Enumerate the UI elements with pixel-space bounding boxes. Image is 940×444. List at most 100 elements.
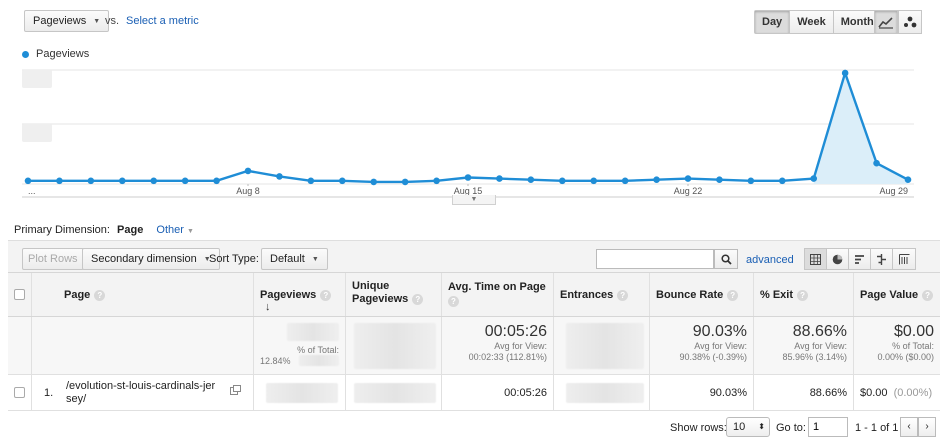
header-avg-time[interactable]: Avg. Time on Page? <box>442 273 554 316</box>
page-range: 1 - 1 of 1 <box>855 422 899 434</box>
sort-type-label: Sort Type: <box>209 253 259 265</box>
secondary-dimension-label: Secondary dimension <box>91 253 197 265</box>
summary-bounce-sub1: Avg for View: <box>694 341 747 351</box>
week-button[interactable]: Week <box>789 11 833 33</box>
metric-selector[interactable]: Pageviews ▼ <box>24 10 110 32</box>
pagination-bar <box>8 410 940 444</box>
data-point <box>558 177 566 185</box>
sort-type-select[interactable]: Default ▼ <box>261 248 328 270</box>
search-icon <box>720 253 732 265</box>
data-point <box>873 159 880 167</box>
summary-page-value-sub2: 0.00% ($0.00) <box>877 352 934 362</box>
advanced-link[interactable]: advanced <box>746 254 794 266</box>
summary-avg-time: 00:05:26 <box>484 323 547 340</box>
data-point <box>118 177 126 185</box>
header-bounce-rate[interactable]: Bounce Rate? <box>650 273 754 316</box>
data-point <box>338 177 346 185</box>
header-unique-pageviews-label: Unique Pageviews <box>352 280 409 305</box>
comparison-view-button[interactable] <box>871 249 893 269</box>
day-button[interactable]: Day <box>755 11 790 33</box>
prev-page-button[interactable]: ‹ <box>900 417 918 437</box>
select-metric-link[interactable]: Select a metric <box>126 15 199 27</box>
next-page-button[interactable]: › <box>918 417 936 437</box>
data-point <box>841 69 849 77</box>
header-page-value[interactable]: Page Value? <box>854 273 940 316</box>
pivot-view-button[interactable] <box>893 249 915 269</box>
data-point <box>24 177 32 185</box>
legend-label: Pageviews <box>36 48 90 60</box>
help-icon[interactable]: ? <box>617 289 629 301</box>
row-page-link[interactable]: /evolution-st-louis-cardinals-jersey/ <box>66 380 216 405</box>
goto-input[interactable] <box>808 417 848 437</box>
summary-avg-time-sub1: Avg for View: <box>494 341 547 351</box>
search-button[interactable] <box>714 249 738 269</box>
data-point <box>904 176 912 183</box>
grid-icon <box>810 253 821 265</box>
help-icon[interactable]: ? <box>320 289 332 301</box>
other-label: Other <box>156 224 184 236</box>
data-point <box>401 178 409 186</box>
table-header-row: Page? Pageviews? ↓ Unique Pageviews? Avg… <box>8 273 940 317</box>
legend-dot-icon <box>22 50 29 58</box>
header-exit[interactable]: % Exit? <box>754 273 854 316</box>
show-rows-select[interactable]: 10 ⬍ <box>726 417 770 437</box>
header-bounce-rate-label: Bounce Rate <box>656 289 724 301</box>
row-avg-time: 00:05:26 <box>442 375 554 410</box>
row-bounce-rate: 90.03% <box>650 375 754 410</box>
performance-view-button[interactable] <box>849 249 871 269</box>
data-point <box>810 175 818 182</box>
x-tick-label: Aug 29 <box>879 186 908 196</box>
summary-page-value: $0.00 <box>893 323 934 340</box>
help-icon[interactable]: ? <box>727 289 739 301</box>
line-chart-button[interactable] <box>874 10 898 34</box>
data-point <box>621 177 629 185</box>
row-page-value-pct: (0.00%) <box>893 387 933 399</box>
help-icon[interactable]: ? <box>94 289 106 301</box>
sort-type-value: Default <box>270 253 305 265</box>
header-page[interactable]: Page? <box>32 273 254 316</box>
x-tick-label: Aug 15 <box>454 186 483 196</box>
table-search-input[interactable] <box>596 249 714 269</box>
series-line-pageviews <box>28 69 909 184</box>
chevron-left-icon: ‹ <box>907 421 911 432</box>
pie-chart-icon <box>832 254 843 264</box>
plot-rows-button[interactable]: Plot Rows <box>22 248 84 270</box>
help-icon[interactable]: ? <box>448 295 459 307</box>
show-rows-value: 10 <box>733 421 746 433</box>
line-chart-icon <box>878 17 893 29</box>
header-unique-pageviews[interactable]: Unique Pageviews? <box>346 273 442 316</box>
data-point <box>150 177 158 185</box>
secondary-dimension-select[interactable]: Secondary dimension ▼ <box>82 248 220 270</box>
data-point <box>56 177 63 185</box>
summary-pageviews-pct-label: % of Total: <box>297 345 339 355</box>
summary-bounce-sub2: 90.38% (-0.39%) <box>679 352 747 362</box>
primary-dimension-label: Primary Dimension: <box>14 224 110 236</box>
header-pageviews[interactable]: Pageviews? ↓ <box>254 273 346 316</box>
motion-chart-button[interactable] <box>898 10 922 34</box>
help-icon[interactable]: ? <box>797 289 809 301</box>
select-all-checkbox[interactable] <box>14 289 25 300</box>
chart-collapse-handle[interactable]: ▼ <box>452 195 496 205</box>
table-view-button[interactable] <box>805 249 827 269</box>
help-icon[interactable]: ? <box>412 293 424 305</box>
data-point <box>276 173 283 180</box>
open-page-icon[interactable] <box>230 385 241 395</box>
data-point <box>527 176 535 183</box>
data-point <box>747 177 755 185</box>
data-point <box>181 177 189 185</box>
summary-pageviews-pct: 12.84% <box>260 356 291 366</box>
data-point <box>213 177 220 185</box>
other-dimension-link[interactable]: Other ▼ <box>156 224 194 236</box>
row-checkbox[interactable] <box>14 387 25 398</box>
help-icon[interactable]: ? <box>922 289 934 301</box>
data-point <box>370 178 378 186</box>
data-point <box>778 177 786 185</box>
header-avg-time-label: Avg. Time on Page <box>448 281 546 293</box>
table-row: 1. /evolution-st-louis-cardinals-jersey/… <box>8 375 940 411</box>
view-type-group <box>804 248 916 270</box>
header-entrances[interactable]: Entrances? <box>554 273 650 316</box>
stepper-icon: ⬍ <box>758 422 765 431</box>
month-button[interactable]: Month <box>832 11 881 33</box>
pie-view-button[interactable] <box>827 249 849 269</box>
primary-dimension-value[interactable]: Page <box>117 224 144 236</box>
